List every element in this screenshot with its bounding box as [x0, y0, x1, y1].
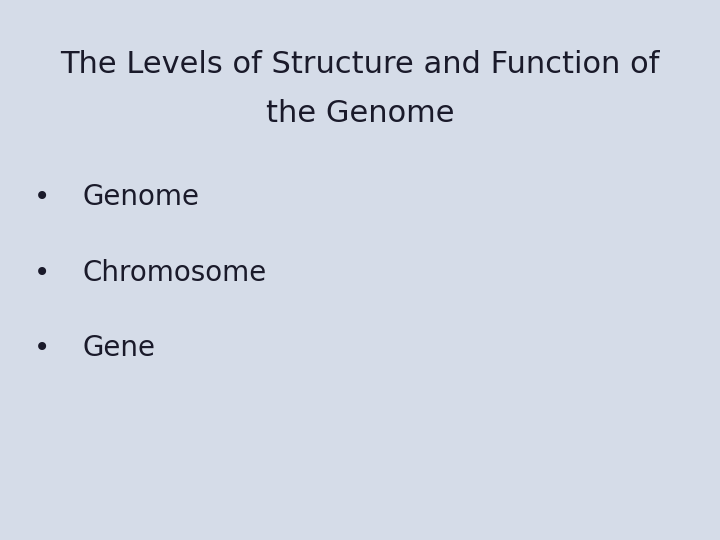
Text: •: •	[34, 259, 50, 287]
Text: the Genome: the Genome	[266, 99, 454, 128]
Text: Chromosome: Chromosome	[83, 259, 267, 287]
Text: Genome: Genome	[83, 183, 200, 211]
Text: •: •	[34, 334, 50, 362]
Text: The Levels of Structure and Function of: The Levels of Structure and Function of	[60, 50, 660, 79]
Text: •: •	[34, 183, 50, 211]
Text: Gene: Gene	[83, 334, 156, 362]
